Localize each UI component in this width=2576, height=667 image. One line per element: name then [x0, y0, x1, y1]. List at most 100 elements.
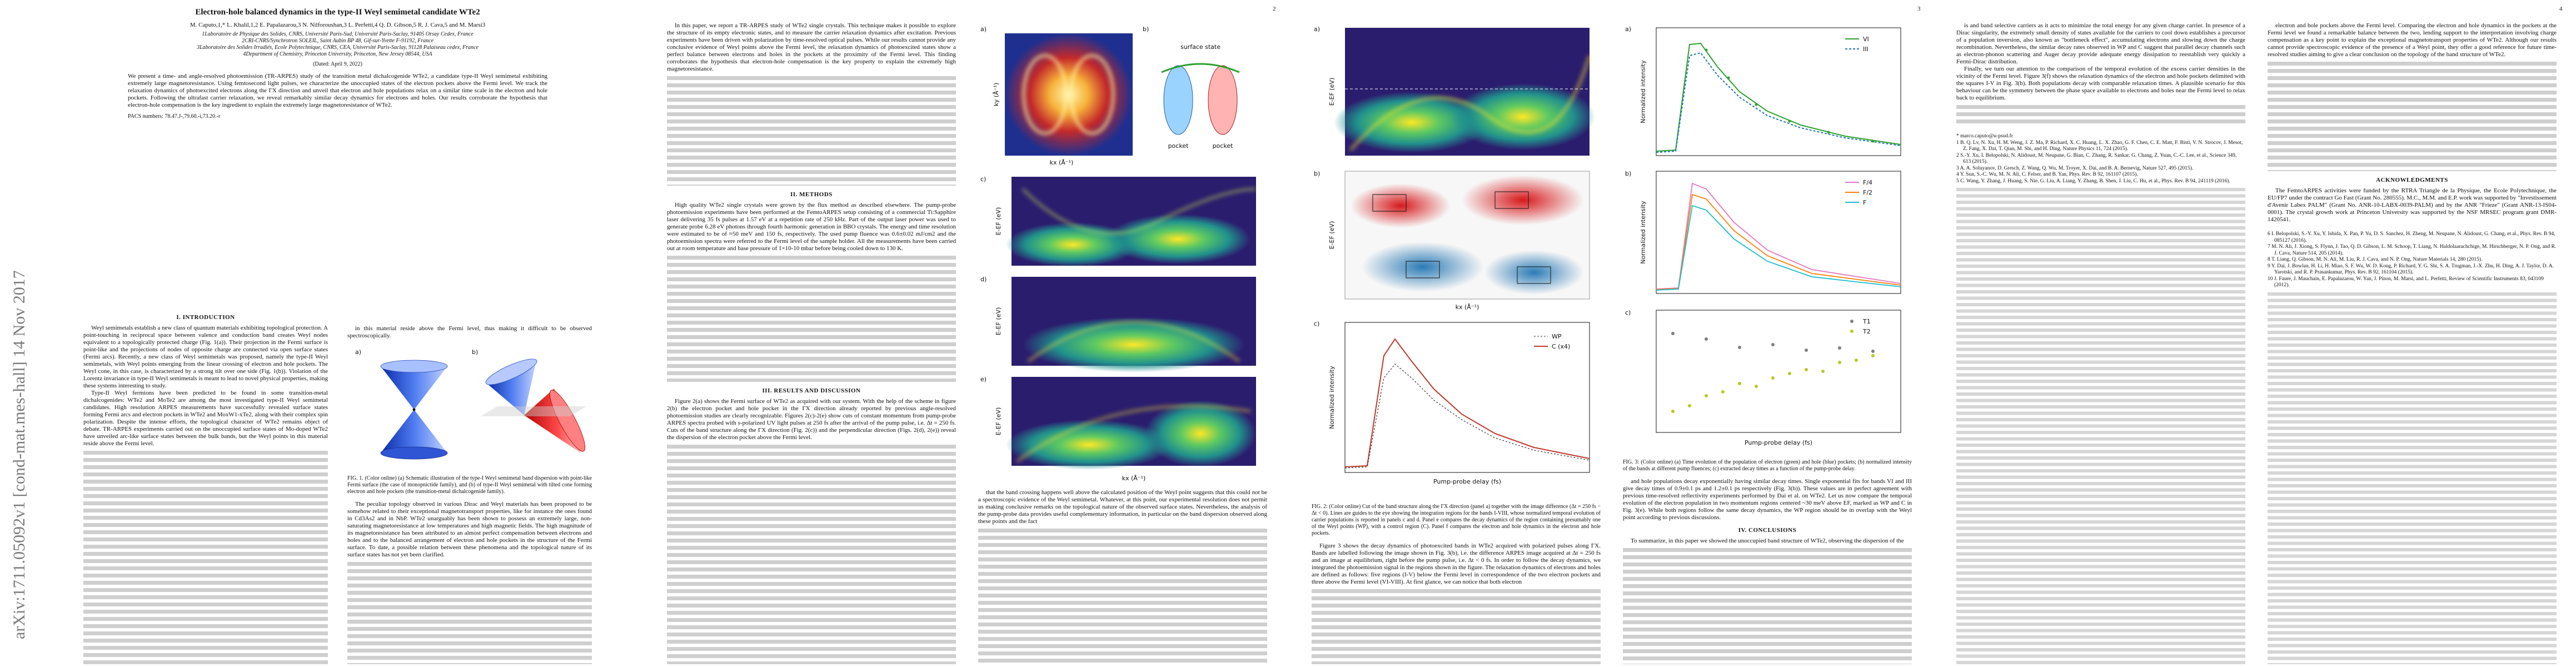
paragraph: Weyl semimetals establish a new class of… — [83, 325, 328, 389]
arpes-panel: d) E-EF (eV) — [980, 276, 1256, 372]
axis-label: E-EF (eV) — [1328, 78, 1336, 106]
reference: 4 Y. Sun, S.-C. Wu, M. N. Ali, C. Felser… — [1956, 172, 2138, 177]
text-lines — [1623, 546, 1912, 664]
paragraphs: In this paper, we report a TR-ARPES stud… — [667, 22, 956, 73]
paper-title: Electron-hole balanced dynamics in the t… — [195, 8, 480, 17]
box — [1372, 194, 1407, 212]
figure-2-continued: a) E-EF (eV) b) E-EF (eV) kx (Å⁻¹) c) WP… — [1314, 26, 1595, 485]
column: electron and hole pockets above the Ferm… — [2268, 22, 2557, 664]
legend-entry: WP — [1552, 333, 1562, 340]
point — [1755, 103, 1758, 106]
point — [1771, 376, 1775, 380]
band — [1106, 214, 1250, 264]
point — [1838, 346, 1841, 350]
blob — [1362, 242, 1484, 292]
panel-label: b) — [1143, 26, 1149, 33]
column: in this material reside above the Fermi … — [347, 325, 592, 664]
cone — [524, 389, 581, 453]
text-lines — [1312, 588, 1601, 664]
curve — [1656, 42, 1901, 152]
paragraph: Type-II Weyl fermions have been predicte… — [83, 390, 328, 447]
point — [1705, 337, 1708, 341]
paragraph: The peculiar topology observed in variou… — [347, 501, 592, 558]
paragraphs: Weyl semimetals establish a new class of… — [83, 325, 328, 447]
axis-label: E-EF (eV) — [995, 207, 1002, 236]
point — [1727, 76, 1730, 79]
panel-label: a) — [1314, 26, 1320, 33]
paragraph: Finally, we turn our attention to the co… — [1956, 66, 2245, 101]
cone — [381, 366, 447, 410]
band — [1334, 92, 1489, 153]
affiliation: 3Laboratoire des Solides Irradiés, Ecole… — [197, 44, 479, 51]
legend-entry: III — [1863, 46, 1869, 53]
surface-state — [1161, 63, 1240, 73]
axis-label: ky (Å⁻¹) — [993, 83, 1000, 106]
panel-label: e) — [980, 376, 986, 383]
text-lines — [667, 254, 956, 382]
curve — [1344, 338, 1590, 467]
point — [1788, 120, 1791, 123]
panel-label: a) — [355, 349, 361, 356]
paragraph: is and band selective carriers as it act… — [1956, 22, 2245, 65]
curve — [1656, 193, 1901, 290]
cone-top — [549, 390, 586, 452]
contour — [1069, 54, 1115, 135]
legend-entry: T2 — [1862, 328, 1871, 335]
cone-base — [380, 446, 448, 460]
point — [1705, 48, 1708, 52]
paragraphs: electron and hole pockets above the Ferm… — [2268, 22, 2557, 58]
panel-label: d) — [980, 276, 986, 283]
affiliation: 2CRI-CNRS/Synchrotron SOLEIL, Saint Aubi… — [241, 38, 434, 44]
text-lines — [667, 443, 956, 664]
panel-label: b) — [1625, 170, 1631, 177]
point — [1671, 332, 1675, 335]
arxiv-stamp: arXiv:1711.05092v1 [cond-mat.mes-hall] 1… — [10, 270, 28, 639]
paragraph: Figure 3 shows the decay dynamics of pho… — [1312, 542, 1601, 585]
curve — [1656, 205, 1901, 291]
dispersion — [1027, 321, 1240, 362]
panel-label: c) — [980, 176, 986, 183]
authors: M. Caputo,1,* L. Khalil,1,2 E. Papalazar… — [190, 22, 486, 28]
reference: 10 J. Faure, J. Mauchain, E. Papalazarou… — [2268, 276, 2544, 288]
cone-top — [485, 359, 537, 385]
point — [1738, 346, 1741, 349]
sketch-label: surface state — [1180, 43, 1220, 51]
affiliation: 1Laboratoire de Physique des Solides, CN… — [202, 31, 474, 37]
paragraphs: Figure 2(a) shows the Fermi surface of W… — [667, 398, 956, 441]
data-points — [1705, 48, 1875, 143]
point — [1771, 343, 1775, 346]
point — [1805, 368, 1808, 371]
text-lines — [347, 560, 592, 664]
point — [1671, 410, 1675, 413]
axis-label: E-EF (eV) — [995, 407, 1002, 436]
axis-label: Normalized intensity — [1640, 201, 1647, 264]
reference: * marco.caputo@u-psud.fr — [1956, 133, 2013, 139]
band — [1145, 400, 1256, 467]
paragraphs: that the band crossing happens well abov… — [978, 489, 1267, 525]
plot-frame — [1656, 171, 1901, 294]
reference: 8 T. Liang, Q. Gibson, M. N. Ali, M. Liu… — [2268, 257, 2483, 262]
reference: 6 I. Belopolski, S.-Y. Xu, Y. Ishida, X.… — [2268, 231, 2555, 243]
blob — [1484, 250, 1584, 295]
cone — [381, 410, 447, 453]
page-number: 3 — [1917, 6, 1921, 12]
text-lines — [667, 74, 956, 186]
paragraph: Figure 2(a) shows the Fermi surface of W… — [667, 398, 956, 441]
band — [1451, 83, 1595, 150]
legend-entry: C (x4) — [1552, 343, 1570, 350]
section-heading: II. METHODS — [790, 191, 833, 198]
legend-entry: F/4 — [1863, 179, 1872, 186]
point — [1788, 372, 1791, 375]
point — [1688, 404, 1691, 407]
page-number: 2 — [1273, 6, 1276, 12]
paragraphs: is and band selective carriers as it act… — [1956, 22, 2245, 102]
reference: 3 A. A. Soluyanov, D. Gresch, Z. Wang, Q… — [1956, 165, 2194, 171]
curve — [1656, 52, 1901, 153]
point — [1738, 382, 1741, 385]
column: I. INTRODUCTION Weyl semimetals establis… — [83, 308, 328, 664]
legend-entry: T1 — [1862, 318, 1871, 325]
reference: 1 B. Q. Lv, N. Xu, H. M. Weng, J. Z. Ma,… — [1956, 140, 2243, 152]
section-heading: IV. CONCLUSIONS — [1738, 527, 1797, 534]
arpes-panel: c) E-EF (eV) — [980, 176, 1257, 267]
text-lines — [2268, 60, 2557, 171]
